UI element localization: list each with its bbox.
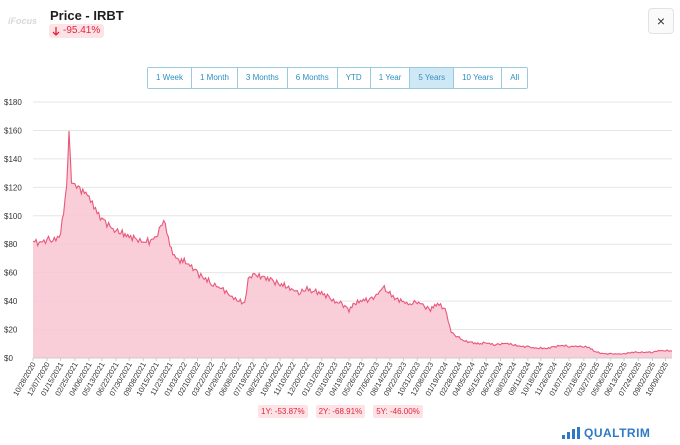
logo-text: iFocus (8, 16, 37, 26)
y-tick-label: $40 (4, 297, 18, 306)
price-chart: $0$20$40$60$80$100$120$140$160$18010/28/… (4, 98, 672, 398)
range-button-1-week[interactable]: 1 Week (148, 68, 192, 88)
y-tick-label: $0 (4, 354, 13, 363)
range-button-6-months[interactable]: 6 Months (287, 68, 338, 88)
close-icon: × (656, 13, 666, 29)
close-button[interactable]: × (648, 8, 674, 34)
y-tick-label: $20 (4, 326, 18, 335)
logo: iFocus (8, 16, 37, 26)
arrow-down-icon (52, 27, 60, 36)
return-badge: 1Y: -53.87% (258, 405, 308, 418)
return-badges: 1Y: -53.87% 2Y: -68.91% 5Y: -46.00% (258, 405, 423, 418)
range-button-5-years[interactable]: 5 Years (410, 68, 455, 88)
header: iFocus Price - IRBT -95.41% × (0, 0, 680, 44)
y-tick-label: $80 (4, 240, 18, 249)
range-button-all[interactable]: All (502, 68, 528, 88)
range-button-ytd[interactable]: YTD (337, 68, 371, 88)
bar-chart-icon (562, 427, 580, 439)
price-change-badge: -95.41% (49, 24, 105, 38)
y-tick-label: $100 (4, 212, 22, 221)
return-badge: 5Y: -46.00% (373, 405, 423, 418)
range-button-1-year[interactable]: 1 Year (370, 68, 411, 88)
brand-name: QUALTRIM (584, 426, 651, 440)
y-tick-label: $180 (4, 98, 22, 107)
range-button-10-years[interactable]: 10 Years (454, 68, 503, 88)
brand: QUALTRIM (562, 426, 650, 440)
price-change-value: -95.41% (63, 25, 101, 36)
time-range-selector: 1 Week 1 Month 3 Months 6 Months YTD 1 Year 5 … (147, 67, 529, 89)
price-area (33, 130, 672, 358)
y-tick-label: $140 (4, 155, 22, 164)
y-tick-label: $120 (4, 183, 22, 192)
y-tick-label: $60 (4, 269, 18, 278)
range-button-1-month[interactable]: 1 Month (191, 68, 238, 88)
page-title: Price - IRBT (50, 8, 124, 23)
range-button-3-months[interactable]: 3 Months (237, 68, 288, 88)
y-tick-label: $160 (4, 126, 22, 135)
price-line (32, 130, 672, 356)
return-badge: 2Y: -68.91% (315, 405, 366, 418)
